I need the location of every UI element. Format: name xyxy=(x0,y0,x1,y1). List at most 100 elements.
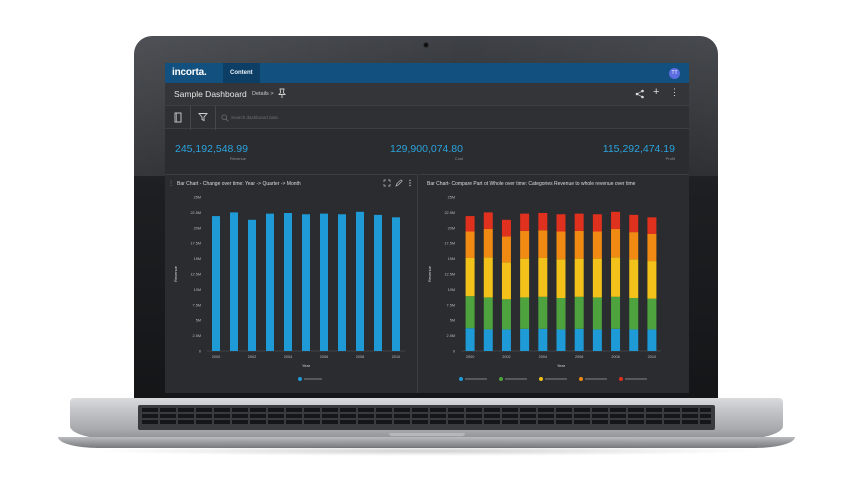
bar[interactable] xyxy=(392,217,400,351)
stacked-bar-segment[interactable] xyxy=(465,296,475,329)
bar[interactable] xyxy=(356,211,364,351)
stacked-bar-segment[interactable] xyxy=(629,232,639,260)
kpi-cost[interactable]: 129,900,074.80 Cost xyxy=(390,143,463,161)
filter-icon[interactable] xyxy=(198,112,208,122)
stacked-bar-segment[interactable] xyxy=(592,231,602,259)
bar[interactable] xyxy=(284,213,292,351)
stacked-bar-segment[interactable] xyxy=(483,229,493,258)
stacked-bar-segment[interactable] xyxy=(556,231,566,260)
stacked-bar-segment[interactable] xyxy=(611,296,621,329)
search-input[interactable] xyxy=(231,112,431,123)
stacked-bar-segment[interactable] xyxy=(538,257,548,297)
stacked-bar-segment[interactable] xyxy=(647,233,657,262)
stacked-bar-segment[interactable] xyxy=(501,236,511,263)
kpi-value: 115,292,474.19 xyxy=(602,143,675,155)
drag-handle-icon[interactable]: ⋮ xyxy=(168,181,174,187)
stacked-bar-segment[interactable] xyxy=(538,296,548,329)
stacked-bar-segment[interactable] xyxy=(592,297,602,330)
stacked-bar-segment[interactable] xyxy=(483,257,493,298)
kpi-profit[interactable]: 115,292,474.19 Profit xyxy=(603,143,675,161)
stacked-bar-segment[interactable] xyxy=(465,231,475,258)
stacked-bar-segment[interactable] xyxy=(629,298,639,330)
legend-marker[interactable] xyxy=(539,377,543,381)
x-tick-label: 2006 xyxy=(575,355,583,359)
stacked-bar-segment[interactable] xyxy=(520,328,530,351)
stacked-bar-segment[interactable] xyxy=(465,257,475,297)
stacked-bar-segment[interactable] xyxy=(647,329,657,351)
stacked-bar-segment[interactable] xyxy=(574,296,584,329)
stacked-bar-segment[interactable] xyxy=(483,212,493,230)
stacked-bar-segment[interactable] xyxy=(629,259,639,299)
details-link[interactable]: Details > xyxy=(252,91,274,97)
more-vertical-icon[interactable]: ⋮ xyxy=(670,87,679,97)
laptop-shadow xyxy=(90,446,763,456)
app-logo[interactable]: incorta. xyxy=(172,67,207,78)
legend-marker[interactable] xyxy=(459,377,463,381)
stacked-bar-segment[interactable] xyxy=(611,328,621,351)
stacked-bar-segment[interactable] xyxy=(520,258,530,298)
x-axis-label: Year xyxy=(302,363,311,368)
stacked-bar-segment[interactable] xyxy=(501,329,511,351)
x-tick-label: 2000 xyxy=(466,355,474,359)
stacked-bar-segment[interactable] xyxy=(538,230,548,258)
legend-marker[interactable] xyxy=(579,377,583,381)
stacked-bar-segment[interactable] xyxy=(520,297,530,329)
bar[interactable] xyxy=(338,214,346,351)
stacked-bar-segment[interactable] xyxy=(611,211,621,230)
legend-marker[interactable] xyxy=(298,377,302,381)
stacked-bar-segment[interactable] xyxy=(556,298,566,330)
top-nav-bar: incorta. Content TT xyxy=(165,63,689,83)
bar[interactable] xyxy=(374,214,382,351)
pin-icon[interactable] xyxy=(277,88,287,99)
expand-icon[interactable] xyxy=(383,179,391,187)
stacked-bar-segment[interactable] xyxy=(483,329,493,351)
user-avatar[interactable]: TT xyxy=(669,68,680,79)
stacked-bar-segment[interactable] xyxy=(501,219,511,237)
legend-marker[interactable] xyxy=(619,377,623,381)
legend-marker[interactable] xyxy=(499,377,503,381)
bar[interactable] xyxy=(266,213,274,351)
stacked-bar-segment[interactable] xyxy=(556,329,566,351)
stacked-bar-segment[interactable] xyxy=(611,229,621,258)
stacked-bar-segment[interactable] xyxy=(520,213,530,231)
stacked-bar-segment[interactable] xyxy=(574,258,584,297)
stacked-bar-segment[interactable] xyxy=(538,213,548,231)
stacked-bar-segment[interactable] xyxy=(592,258,602,298)
stacked-bar-segment[interactable] xyxy=(592,329,602,351)
edit-icon[interactable] xyxy=(395,179,403,187)
stacked-bar-segment[interactable] xyxy=(611,257,621,297)
x-axis-label: Year xyxy=(557,363,566,368)
stacked-bar-segment[interactable] xyxy=(556,259,566,299)
stacked-bar-segment[interactable] xyxy=(538,328,548,351)
bar[interactable] xyxy=(212,216,220,351)
stacked-bar-segment[interactable] xyxy=(574,328,584,351)
bar[interactable] xyxy=(320,213,328,351)
stacked-bar-segment[interactable] xyxy=(647,298,657,330)
bar[interactable] xyxy=(248,219,256,351)
stacked-bar-segment[interactable] xyxy=(483,297,493,330)
book-icon[interactable] xyxy=(173,112,183,123)
bar[interactable] xyxy=(302,214,310,351)
y-tick-label: 2.5M xyxy=(447,334,455,338)
share-icon[interactable] xyxy=(635,89,645,99)
kpi-revenue[interactable]: 245,192,548.99 Revenue xyxy=(175,143,248,161)
stacked-bar-segment[interactable] xyxy=(647,261,657,299)
stacked-bar-segment[interactable] xyxy=(629,329,639,351)
stacked-bar-segment[interactable] xyxy=(465,216,475,232)
bar[interactable] xyxy=(230,212,238,351)
legend-entry xyxy=(304,378,322,380)
stacked-bar-segment[interactable] xyxy=(501,299,511,330)
stacked-bar-segment[interactable] xyxy=(556,214,566,232)
tab-content[interactable]: Content xyxy=(223,63,260,83)
plus-icon[interactable]: + xyxy=(653,86,660,98)
stacked-bar-segment[interactable] xyxy=(520,230,530,259)
more-vertical-icon[interactable] xyxy=(409,179,411,187)
stacked-bar-segment[interactable] xyxy=(647,217,657,234)
stacked-bar-segment[interactable] xyxy=(629,214,639,233)
stacked-bar-segment[interactable] xyxy=(574,230,584,259)
y-tick-label: 15M xyxy=(448,257,455,261)
stacked-bar-segment[interactable] xyxy=(465,328,475,351)
stacked-bar-segment[interactable] xyxy=(501,262,511,300)
stacked-bar-segment[interactable] xyxy=(592,214,602,232)
stacked-bar-segment[interactable] xyxy=(574,213,584,231)
